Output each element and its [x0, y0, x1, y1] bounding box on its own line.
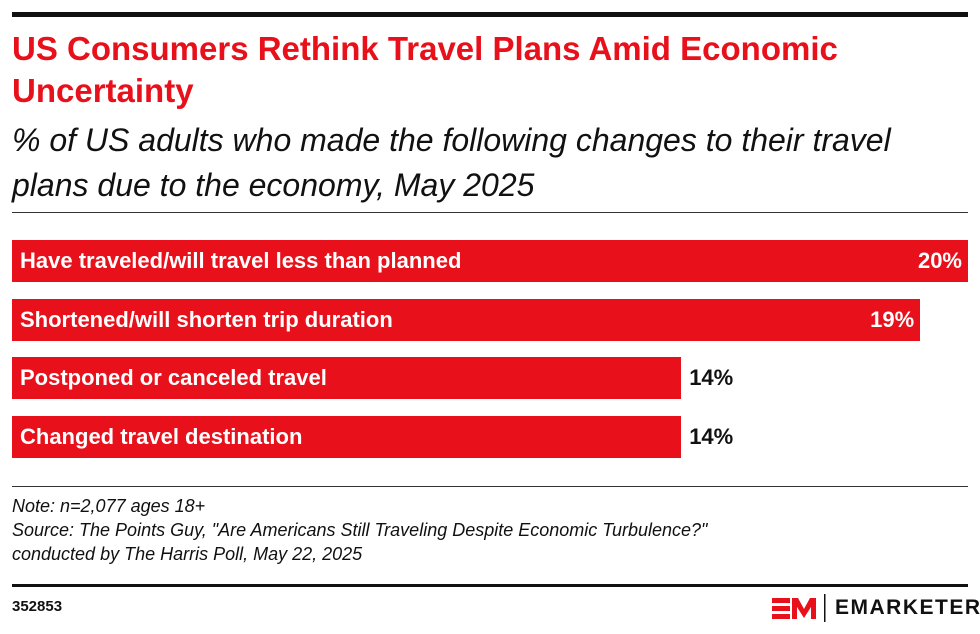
chart-title: US Consumers Rethink Travel Plans Amid E… — [12, 30, 838, 109]
category-label: Shortened/will shorten trip duration — [20, 306, 393, 332]
bar — [12, 416, 682, 459]
divider — [12, 486, 968, 487]
value-label: 19% — [870, 306, 915, 332]
top-rule — [12, 12, 968, 17]
bar-row: Have traveled/will travel less than plan… — [12, 240, 968, 282]
value-label: 14% — [689, 424, 734, 450]
category-label: Have traveled/will travel less than plan… — [20, 248, 462, 273]
value-label: 20% — [917, 248, 962, 273]
value-label: 14% — [689, 365, 734, 391]
notes: Note: n=2,077 ages 18+ Source: The Point… — [12, 494, 707, 566]
bar-row: Shortened/will shorten trip duration 19% — [12, 298, 968, 341]
source-line: conducted by The Harris Poll, May 22, 20… — [12, 544, 363, 564]
category-label: Postponed or canceled travel — [20, 365, 327, 391]
bar — [12, 357, 682, 400]
bar — [12, 298, 921, 341]
chart-id: 352853 — [12, 598, 63, 615]
divider — [12, 212, 968, 213]
source-line: Source: The Points Guy, "Are Americans S… — [12, 520, 708, 540]
chart-subtitle: % of US adults who made the following ch… — [12, 122, 891, 203]
emarketer-logo-icon — [772, 594, 826, 622]
brand-name: EMARKETER — [835, 596, 980, 619]
bottom-rule — [12, 584, 968, 587]
category-label: Changed travel destination — [20, 424, 303, 450]
note-line: Note: n=2,077 ages 18+ — [12, 496, 206, 516]
bar-row: Changed travel destination 14% — [12, 416, 968, 459]
bar-row: Postponed or canceled travel 14% — [12, 357, 968, 400]
bar — [12, 240, 968, 282]
